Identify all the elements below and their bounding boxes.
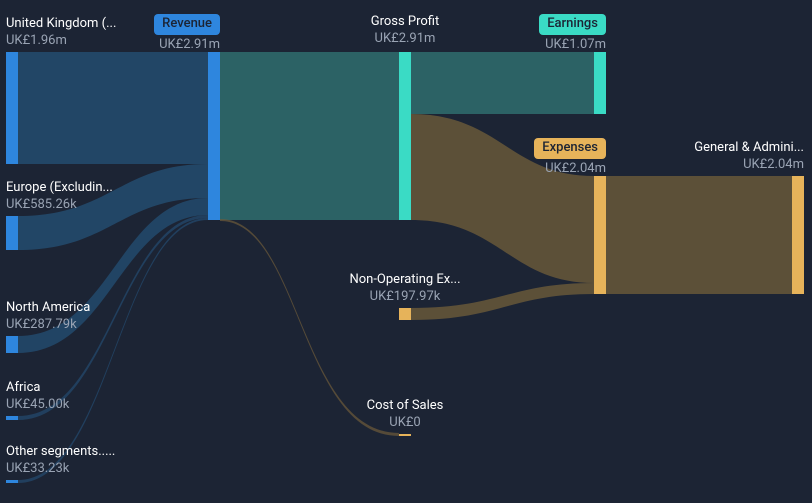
label-ga: General & Admini... UK£2.04m (680, 140, 804, 174)
node-revenue (208, 52, 220, 220)
node-gross-profit (399, 52, 411, 220)
node-africa (6, 416, 18, 420)
node-ga (792, 176, 804, 294)
node-na (6, 336, 18, 353)
label-expenses: Expenses UK£2.04m (506, 138, 606, 178)
label-na: North America UK£287.79k (6, 300, 90, 334)
label-uk: United Kingdom (... UK£1.96m (6, 16, 116, 50)
node-other (6, 480, 18, 483)
label-africa: Africa UK£45.00k (6, 380, 69, 414)
label-europe: Europe (Excludin... UK£585.26k (6, 180, 113, 214)
label-cost: Cost of Sales UK£0 (355, 398, 455, 432)
label-other: Other segments..... UK£33.23k (6, 444, 115, 478)
label-gross-profit: Gross Profit UK£2.91m (355, 14, 455, 48)
label-revenue: Revenue UK£2.91m (120, 14, 220, 54)
node-nonop (399, 308, 411, 320)
node-earnings (594, 52, 606, 114)
node-europe (6, 216, 18, 250)
label-nonop: Non-Operating Ex... UK£197.97k (335, 272, 475, 306)
node-cost (399, 434, 411, 436)
label-earnings: Earnings UK£1.07m (506, 14, 606, 54)
node-uk (6, 52, 18, 164)
node-expenses (594, 176, 606, 294)
